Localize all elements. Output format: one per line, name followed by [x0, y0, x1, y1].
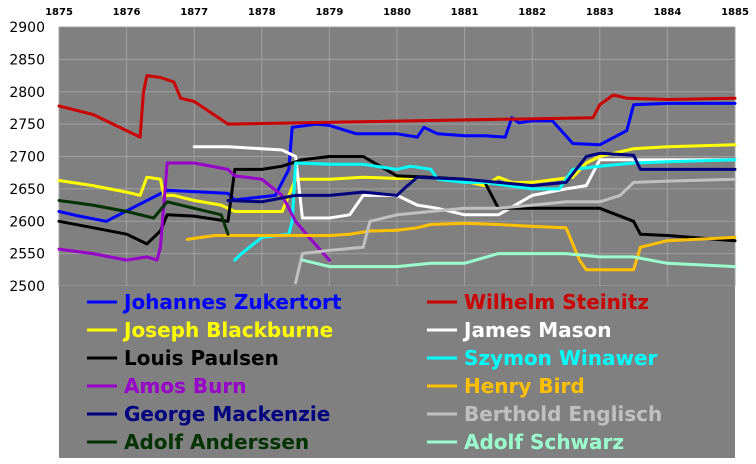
legend-label: Berthold Englisch: [464, 402, 662, 426]
x-tick-label: 1882: [518, 7, 546, 18]
legend-label: James Mason: [462, 318, 612, 342]
x-axis-ticks: 1875 1876 1877 1878 1879 1880 1881 1882 1883 1884…: [45, 7, 749, 18]
legend-label: Adolf Anderssen: [124, 430, 309, 454]
series-line-1: [57, 74, 737, 139]
legend-label: Henry Bird: [464, 374, 585, 398]
y-tick-label: 2700: [9, 150, 45, 166]
legend-label: Szymon Winawer: [464, 346, 658, 370]
legend-label: George Mackenzie: [124, 402, 330, 426]
y-tick-label: 2850: [9, 52, 45, 68]
x-tick-label: 1879: [315, 7, 343, 18]
legend-label: Wilhelm Steinitz: [464, 290, 649, 314]
x-tick-label: 1875: [45, 7, 73, 18]
x-tick-label: 1877: [180, 7, 208, 18]
series-line-10: [57, 199, 230, 236]
series-line-3: [192, 145, 737, 220]
legend-label: Joseph Blackburne: [122, 318, 333, 342]
x-tick-label: 1880: [383, 7, 411, 18]
legend-box: [59, 286, 735, 458]
legend-label: Adolf Schwarz: [464, 430, 624, 454]
series-lines: [57, 74, 737, 285]
x-tick-label: 1885: [721, 7, 749, 18]
x-tick-label: 1881: [451, 7, 479, 18]
series-line-5: [233, 158, 737, 262]
series-line-8: [226, 151, 737, 204]
series-line-11: [300, 252, 737, 269]
x-tick-label: 1884: [653, 7, 681, 18]
y-tick-label: 2600: [9, 214, 45, 230]
y-tick-label: 2900: [9, 20, 45, 36]
series-line-6: [57, 161, 331, 262]
legend-label: Johannes Zukertort: [122, 290, 342, 314]
y-tick-label: 2650: [9, 182, 45, 198]
series-line-7: [185, 221, 737, 272]
y-tick-label: 2500: [9, 279, 45, 295]
y-tick-label: 2750: [9, 117, 45, 133]
y-axis-ticks: 2900 2850 2800 2750 2700 2650 2600 2550 2500: [9, 20, 45, 295]
series-line-4: [57, 155, 737, 246]
legend-label: Amos Burn: [124, 374, 247, 398]
series-line-9: [294, 177, 737, 285]
legend: Johannes Zukertort Wilhelm Steinitz Joseph…: [87, 290, 662, 454]
x-tick-label: 1878: [248, 7, 276, 18]
legend-label: Louis Paulsen: [124, 346, 279, 370]
y-tick-label: 2550: [9, 247, 45, 263]
x-tick-label: 1876: [113, 7, 141, 18]
y-tick-label: 2800: [9, 85, 45, 101]
x-tick-label: 1883: [586, 7, 614, 18]
